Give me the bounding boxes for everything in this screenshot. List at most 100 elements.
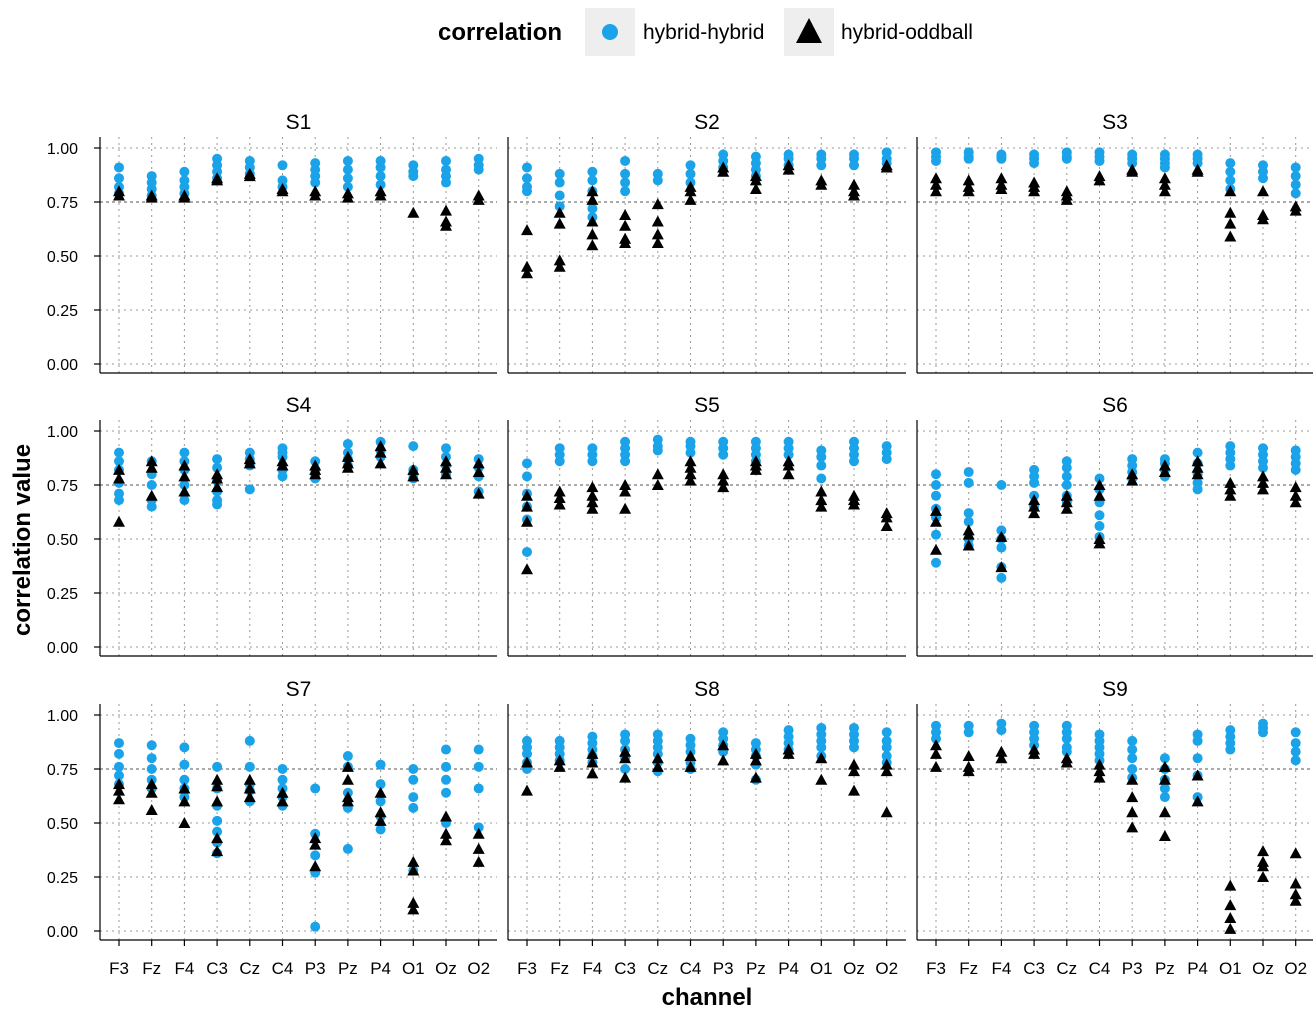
- y-tick-label: 0.75: [47, 762, 78, 779]
- data-point-hybrid-oddball: [1093, 174, 1106, 186]
- y-tick-label: 0.25: [47, 870, 78, 887]
- data-point-hybrid-oddball: [962, 528, 975, 540]
- data-point-hybrid-oddball: [440, 810, 452, 822]
- x-tick-label: Pz: [338, 959, 358, 978]
- data-point-hybrid-oddball: [684, 750, 697, 762]
- data-point-hybrid-hybrid: [212, 499, 223, 510]
- data-point-hybrid-hybrid: [931, 469, 941, 480]
- x-tick-label: P4: [778, 959, 799, 978]
- data-point-hybrid-oddball: [930, 515, 942, 527]
- legend-key-hybrid-oddball-marker: [796, 18, 822, 43]
- data-point-hybrid-hybrid: [375, 162, 386, 173]
- data-point-hybrid-oddball: [880, 758, 893, 770]
- panel-s2: S2: [507, 111, 906, 374]
- data-point-hybrid-hybrid: [1290, 171, 1301, 182]
- data-point-hybrid-hybrid: [963, 467, 974, 478]
- data-point-hybrid-oddball: [211, 472, 224, 484]
- data-point-hybrid-oddball: [586, 193, 599, 205]
- data-point-hybrid-oddball: [1289, 204, 1302, 216]
- data-point-hybrid-oddball: [684, 474, 697, 486]
- series-hybrid-oddball-s3: [930, 163, 1302, 242]
- data-point-hybrid-oddball: [586, 496, 599, 508]
- data-point-hybrid-hybrid: [277, 471, 288, 482]
- data-point-hybrid-hybrid: [652, 445, 663, 456]
- data-point-hybrid-oddball: [749, 747, 762, 759]
- data-point-hybrid-oddball: [521, 489, 533, 501]
- data-point-hybrid-oddball: [586, 756, 599, 768]
- y-tick-label: 1.00: [47, 708, 78, 725]
- data-point-hybrid-hybrid: [931, 480, 941, 490]
- legend-title: correlation: [438, 19, 562, 46]
- data-point-hybrid-oddball: [472, 827, 485, 839]
- data-point-hybrid-hybrid: [244, 484, 255, 495]
- data-point-hybrid-oddball: [145, 804, 158, 816]
- data-point-hybrid-oddball: [782, 747, 795, 759]
- data-point-hybrid-hybrid: [408, 441, 419, 452]
- data-point-hybrid-oddball: [651, 215, 664, 227]
- x-tick-label: O2: [467, 959, 490, 978]
- data-point-hybrid-oddball: [586, 185, 599, 197]
- panel-title-s2: S2: [694, 111, 720, 134]
- data-point-hybrid-oddball: [407, 206, 420, 218]
- data-point-hybrid-hybrid: [277, 764, 288, 774]
- data-point-hybrid-hybrid: [1061, 462, 1072, 473]
- data-point-hybrid-oddball: [553, 254, 566, 266]
- data-point-hybrid-oddball: [995, 561, 1008, 573]
- data-point-hybrid-oddball: [1060, 502, 1073, 514]
- data-point-hybrid-oddball: [1158, 459, 1171, 471]
- data-point-hybrid-oddball: [113, 463, 125, 475]
- data-point-hybrid-oddball: [407, 864, 420, 876]
- data-point-hybrid-oddball: [521, 784, 533, 796]
- data-point-hybrid-oddball: [1289, 481, 1302, 493]
- data-point-hybrid-oddball: [848, 784, 860, 796]
- data-point-hybrid-oddball: [276, 786, 289, 798]
- data-point-hybrid-oddball: [848, 758, 860, 770]
- series-hybrid-oddball-s6: [930, 455, 1302, 573]
- data-point-hybrid-hybrid: [1192, 447, 1203, 458]
- data-point-hybrid-oddball: [341, 461, 354, 473]
- data-point-hybrid-hybrid: [1061, 733, 1072, 744]
- data-point-hybrid-hybrid: [522, 186, 532, 197]
- data-point-hybrid-oddball: [407, 896, 420, 908]
- data-point-hybrid-hybrid: [473, 164, 484, 175]
- data-point-hybrid-oddball: [1093, 771, 1106, 783]
- data-point-hybrid-oddball: [1257, 860, 1269, 872]
- x-tick-label: F3: [926, 959, 946, 978]
- data-point-hybrid-hybrid: [1225, 460, 1236, 471]
- data-point-hybrid-oddball: [1191, 455, 1204, 467]
- series-hybrid-hybrid-s1: [114, 153, 484, 201]
- data-point-hybrid-oddball: [880, 511, 893, 523]
- panel-grid-s7: [100, 704, 497, 940]
- data-point-hybrid-oddball: [113, 778, 125, 790]
- data-point-hybrid-hybrid: [587, 166, 598, 177]
- data-point-hybrid-oddball: [848, 765, 860, 777]
- data-point-hybrid-oddball: [1028, 500, 1041, 512]
- data-point-hybrid-oddball: [717, 754, 730, 766]
- data-point-hybrid-hybrid: [244, 735, 255, 746]
- data-point-hybrid-hybrid: [554, 201, 565, 212]
- data-point-hybrid-oddball: [717, 468, 730, 480]
- data-point-hybrid-hybrid: [1258, 727, 1268, 738]
- data-point-hybrid-oddball: [1158, 185, 1171, 197]
- data-point-hybrid-hybrid: [587, 456, 598, 467]
- data-point-hybrid-oddball: [440, 468, 452, 480]
- y-tick-label: 0.00: [47, 640, 78, 657]
- y-tick-label: 0.00: [47, 357, 78, 374]
- x-tick-label: O1: [402, 959, 425, 978]
- data-point-hybrid-hybrid: [522, 471, 532, 482]
- data-point-hybrid-hybrid: [1225, 175, 1236, 186]
- data-point-hybrid-hybrid: [522, 173, 532, 184]
- data-point-hybrid-oddball: [717, 739, 730, 751]
- data-point-hybrid-oddball: [374, 814, 387, 826]
- data-point-hybrid-hybrid: [212, 761, 223, 772]
- data-point-hybrid-oddball: [440, 834, 452, 846]
- data-point-hybrid-hybrid: [1061, 746, 1072, 757]
- x-tick-label: O2: [875, 959, 898, 978]
- x-tick-label: F4: [582, 959, 602, 978]
- data-point-hybrid-oddball: [374, 189, 387, 201]
- data-point-hybrid-hybrid: [114, 162, 124, 173]
- data-point-hybrid-hybrid: [146, 480, 157, 490]
- data-point-hybrid-oddball: [341, 795, 354, 807]
- data-point-hybrid-hybrid: [1094, 473, 1105, 484]
